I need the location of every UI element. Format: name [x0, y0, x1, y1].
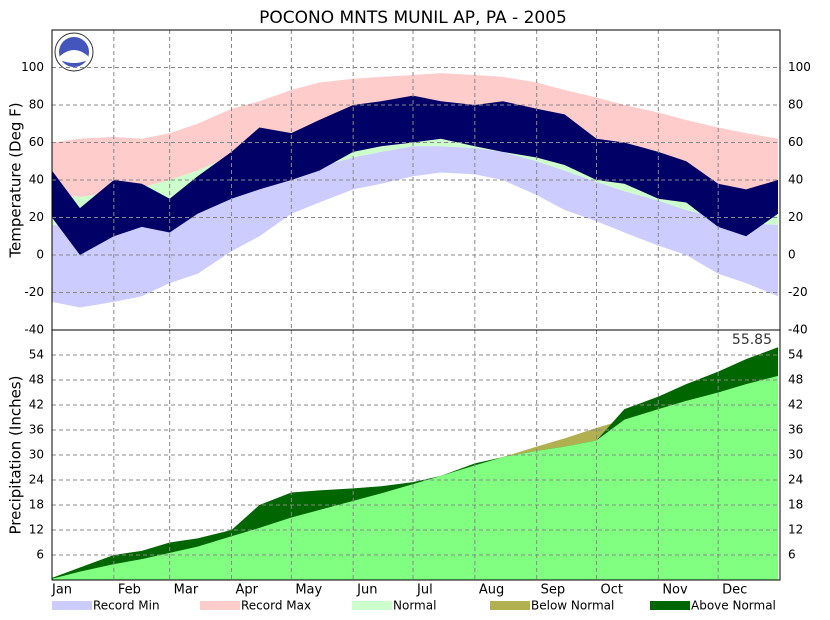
x-tick-label: Mar	[174, 583, 199, 598]
y-tick-label-right: 80	[788, 98, 803, 112]
y-tick-label-right: 30	[788, 448, 803, 462]
noaa-logo	[54, 32, 94, 72]
annotation: 55.85	[732, 332, 772, 348]
temperature-band	[52, 73, 779, 197]
x-tick-label: Jan	[51, 583, 72, 598]
plot-frame	[51, 329, 781, 581]
y-tick-label-right: 48	[788, 373, 803, 387]
x-tick-label: May	[295, 583, 322, 598]
y-axis-label: Precipitation (Inches)	[7, 376, 25, 535]
y-tick-label: 54	[29, 348, 44, 362]
y-tick-label: 48	[29, 373, 44, 387]
x-tick-label: Apr	[236, 583, 259, 598]
y-tick-label-right: 18	[788, 498, 803, 512]
y-tick-label: 20	[29, 210, 44, 224]
y-tick-label: 30	[29, 448, 44, 462]
y-tick-label-right: 12	[788, 523, 803, 537]
legend-label: Below Normal	[531, 599, 614, 613]
x-tick-label: Feb	[118, 583, 141, 598]
legend-swatch	[490, 601, 530, 610]
y-tick-label-right: 6	[788, 548, 796, 562]
x-tick-label: Jun	[356, 583, 377, 598]
y-tick-label-right: 40	[788, 173, 803, 187]
y-tick-label: 42	[29, 398, 44, 412]
y-tick-label: 12	[29, 523, 44, 537]
legend-swatch	[650, 601, 690, 610]
y-tick-label: 18	[29, 498, 44, 512]
x-tick-label: Oct	[601, 583, 623, 598]
y-tick-label: 80	[29, 98, 44, 112]
legend-label: Record Max	[241, 599, 311, 613]
x-tick-label: Aug	[479, 583, 504, 598]
legend-swatch	[200, 601, 240, 610]
y-axis-label: Temperature (Deg F)	[7, 102, 25, 258]
y-tick-label: 6	[36, 548, 44, 562]
y-tick-label-right: 54	[788, 348, 803, 362]
legend-label: Above Normal	[691, 599, 776, 613]
legend-swatch	[52, 601, 92, 610]
y-tick-label-right: 100	[788, 60, 811, 74]
x-tick-label: Dec	[722, 583, 747, 598]
y-tick-label: 24	[29, 473, 44, 487]
y-tick-label: 100	[21, 60, 44, 74]
y-tick-label: 40	[29, 173, 44, 187]
legend-swatch	[352, 601, 392, 610]
y-tick-label-right: 0	[788, 248, 796, 262]
y-tick-label-right: -20	[788, 285, 808, 299]
y-tick-label-right: 20	[788, 210, 803, 224]
y-tick-label: 60	[29, 135, 44, 149]
y-tick-label-right: 36	[788, 423, 803, 437]
legend-label: Normal	[393, 599, 436, 613]
x-tick-label: Nov	[662, 583, 688, 598]
y-tick-label-right: 60	[788, 135, 803, 149]
chart-title: POCONO MNTS MUNIL AP, PA - 2005	[259, 8, 567, 28]
temperature-band	[52, 95, 779, 255]
y-tick-label-right: 24	[788, 473, 803, 487]
y-tick-label-right: 42	[788, 398, 803, 412]
x-tick-label: Sep	[541, 583, 566, 598]
x-tick-label: Jul	[416, 583, 433, 598]
y-tick-label: -20	[24, 285, 44, 299]
y-tick-label: -40	[24, 323, 44, 337]
legend-label: Record Min	[93, 599, 160, 613]
y-tick-label: 0	[36, 248, 44, 262]
y-tick-label: 36	[29, 423, 44, 437]
y-tick-label-right: -40	[788, 323, 808, 337]
